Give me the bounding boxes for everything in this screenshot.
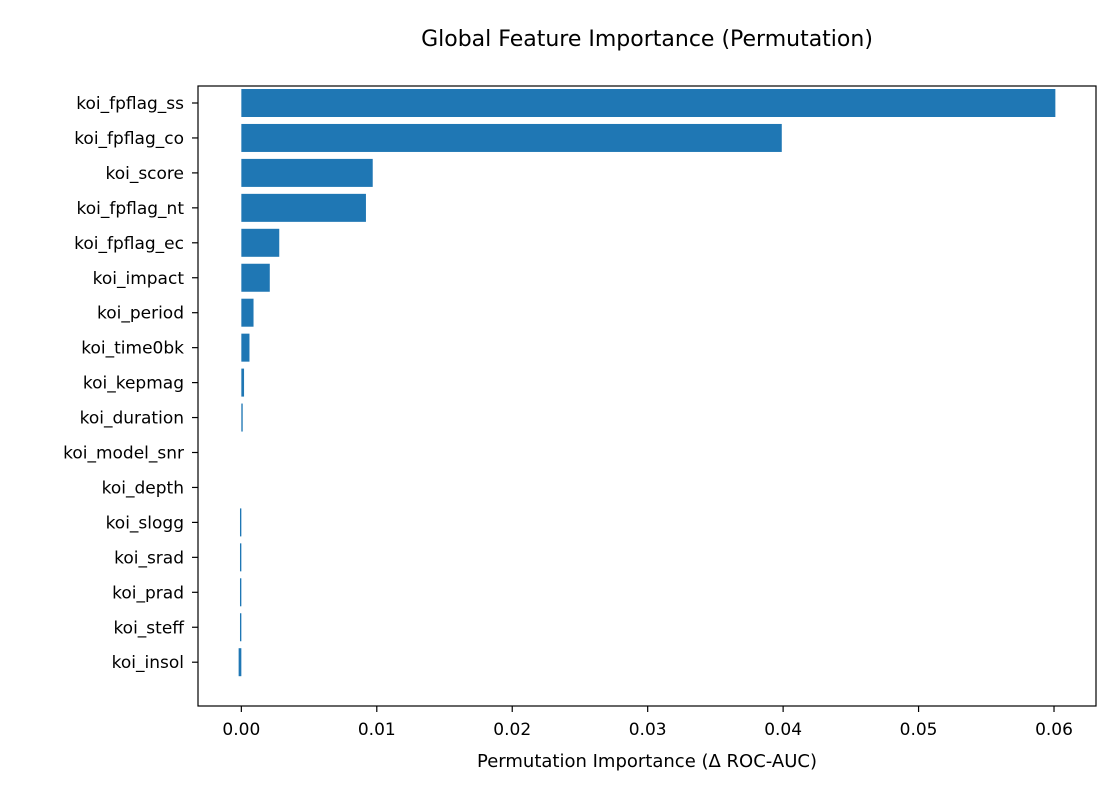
x-tick-label: 0.02 <box>493 720 531 740</box>
bar-koi_srad <box>239 543 242 572</box>
x-tick-label: 0.01 <box>358 720 396 740</box>
x-axis-label: Permutation Importance (Δ ROC-AUC) <box>477 751 817 772</box>
y-tick-label: koi_fpflag_ec <box>74 234 184 254</box>
y-tick-label: koi_steff <box>113 618 185 638</box>
y-tick-label: koi_kepmag <box>83 374 184 394</box>
y-axis-ticks: koi_fpflag_ss koi_fpflag_co koi_score koi_f… <box>63 94 198 673</box>
bar-koi_period <box>241 298 254 327</box>
x-tick-label: 0.06 <box>1035 720 1073 740</box>
bar-koi_duration <box>241 403 243 432</box>
x-tick-label: 0.03 <box>629 720 667 740</box>
x-tick-label: 0.00 <box>222 720 260 740</box>
y-tick-label: koi_impact <box>93 269 185 289</box>
bar-koi_kepmag <box>241 368 245 397</box>
y-tick-label: koi_score <box>105 164 184 184</box>
bar-group <box>238 89 1056 677</box>
y-tick-label: koi_fpflag_co <box>74 129 184 149</box>
bar-koi_fpflag_ec <box>241 228 280 257</box>
chart-title: Global Feature Importance (Permutation) <box>421 27 873 52</box>
bar-koi_score <box>241 158 373 187</box>
bar-koi_time0bk <box>241 333 250 362</box>
bar-koi_fpflag_ss <box>241 89 1056 117</box>
y-tick-label: koi_insol <box>112 653 184 673</box>
plot-frame <box>197 85 1097 707</box>
bar-koi_prad <box>239 578 242 607</box>
y-tick-label: koi_fpflag_ss <box>76 94 184 114</box>
bar-koi_steff <box>239 613 242 642</box>
y-tick-label: koi_slogg <box>106 513 184 533</box>
y-tick-label: koi_time0bk <box>81 339 184 359</box>
y-tick-label: koi_depth <box>102 478 184 498</box>
bar-koi_insol <box>238 648 242 677</box>
bar-koi_impact <box>241 263 270 292</box>
y-tick-label: koi_duration <box>80 409 184 429</box>
x-tick-label: 0.05 <box>900 720 938 740</box>
y-tick-label: koi_period <box>97 304 184 324</box>
y-tick-label: koi_prad <box>112 583 184 603</box>
x-tick-label: 0.04 <box>764 720 802 740</box>
bar-koi_fpflag_nt <box>241 193 366 222</box>
y-tick-label: koi_fpflag_nt <box>77 199 185 219</box>
y-tick-label: koi_srad <box>114 548 184 568</box>
x-axis-ticks: 0.00 0.01 0.02 0.03 0.04 0.05 0.06 <box>222 706 1073 740</box>
y-tick-label: koi_model_snr <box>63 444 184 464</box>
bar-koi_fpflag_co <box>241 123 782 152</box>
bar-koi_slogg <box>239 508 242 537</box>
